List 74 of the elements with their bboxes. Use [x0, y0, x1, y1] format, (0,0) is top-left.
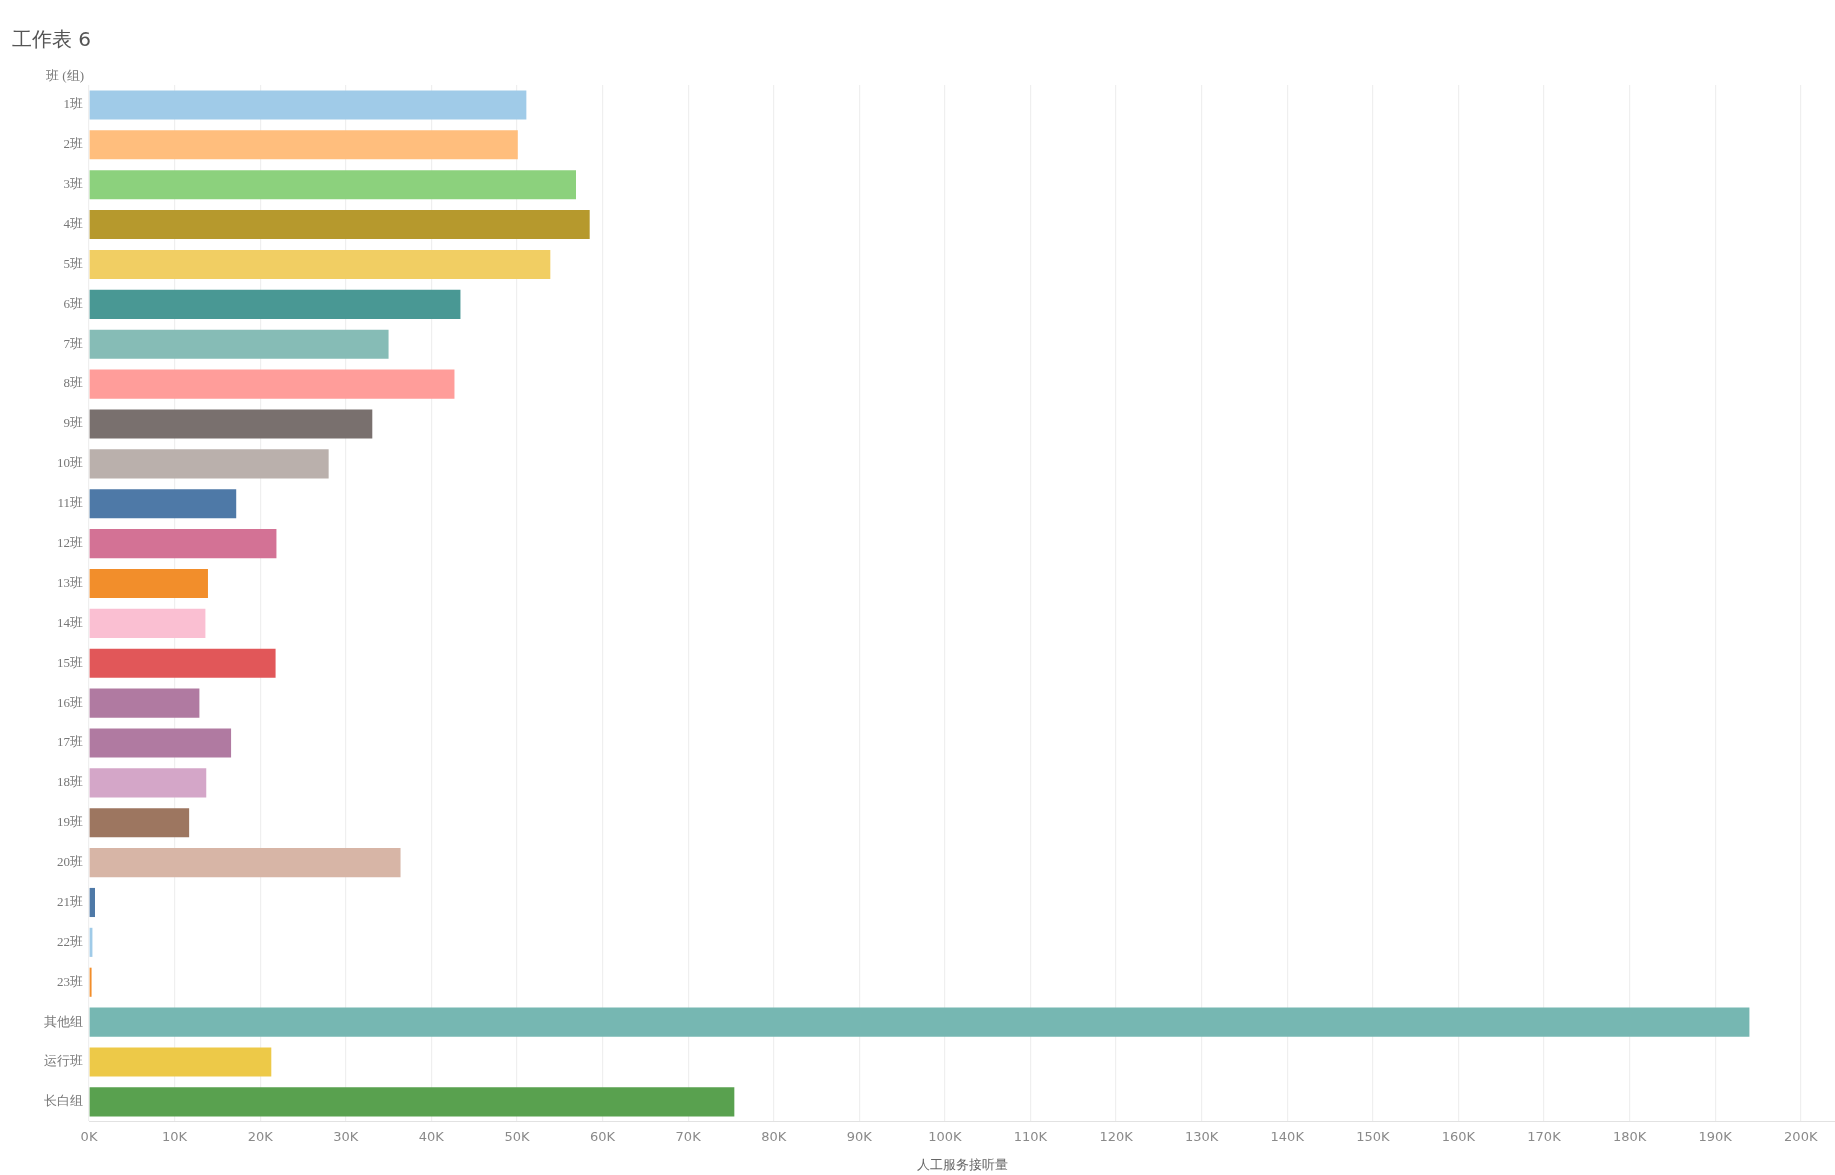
y-tick-label: 2班 [63, 136, 83, 152]
bar [89, 529, 277, 559]
x-tick-label: 190K [1698, 1128, 1733, 1144]
x-tick-label: 50K [504, 1128, 530, 1144]
y-tick-label: 9班 [63, 415, 83, 431]
x-tick-label: 70K [675, 1128, 702, 1144]
bar [89, 90, 527, 120]
y-tick-label: 20班 [57, 854, 83, 870]
y-tick-label: 长白组 [44, 1093, 83, 1109]
x-tick-label: 40K [418, 1128, 445, 1144]
bar [89, 568, 208, 599]
x-tick-label: 0K [80, 1128, 98, 1144]
bar [89, 688, 200, 718]
y-tick-label: 10班 [57, 455, 83, 471]
y-tick-label: 16班 [57, 694, 83, 710]
bar [89, 329, 389, 359]
bar [89, 489, 237, 519]
x-tick-label: 90K [846, 1128, 873, 1144]
x-axis-title: 人工服务接听量 [916, 1156, 1008, 1172]
x-tick-label: 150K [1356, 1128, 1390, 1144]
y-tick-label: 7班 [63, 335, 83, 351]
bar [89, 369, 455, 399]
x-tick-label: 200K [1784, 1128, 1818, 1144]
y-tick-label: 17班 [57, 734, 83, 750]
x-tick-label: 120K [1099, 1128, 1134, 1144]
y-tick-label: 13班 [57, 574, 83, 590]
y-axis-title: 班 (组) [45, 67, 84, 85]
bar [89, 608, 206, 638]
bar [89, 249, 551, 279]
bar [89, 887, 95, 918]
bar [89, 648, 276, 678]
y-tick-label: 11班 [57, 495, 83, 511]
y-tick-label: 18班 [57, 774, 83, 790]
x-tick-label: 20K [247, 1128, 274, 1144]
bar [89, 210, 590, 240]
y-tick-label: 1班 [63, 96, 83, 112]
x-tick-label: 140K [1270, 1128, 1305, 1144]
y-tick-label: 21班 [57, 893, 83, 909]
x-tick-label: 60K [589, 1128, 616, 1144]
y-tick-label: 15班 [57, 654, 83, 670]
bar [89, 449, 329, 479]
x-tick-label: 100K [928, 1128, 963, 1144]
y-tick-label: 8班 [63, 375, 83, 391]
bar [89, 848, 401, 878]
bar [89, 1047, 272, 1077]
bar [89, 170, 576, 200]
bar [89, 768, 207, 798]
x-tick-label: 30K [333, 1128, 359, 1144]
x-tick-label: 170K [1527, 1128, 1562, 1144]
chart-title: 工作表 6 [12, 26, 92, 53]
y-tick-label: 5班 [63, 255, 83, 271]
y-tick-label: 14班 [57, 614, 83, 630]
y-tick-label: 4班 [63, 215, 83, 231]
y-tick-label: 其他组 [44, 1013, 83, 1029]
y-tick-label: 22班 [57, 933, 83, 949]
x-tick-label: 160K [1441, 1128, 1476, 1144]
x-tick-label: 130K [1184, 1128, 1219, 1144]
bar [89, 1087, 735, 1117]
y-tick-label: 6班 [63, 295, 83, 311]
x-tick-label: 110K [1013, 1128, 1048, 1144]
y-tick-label: 23班 [57, 973, 83, 989]
bar [89, 130, 518, 160]
bar [89, 409, 373, 439]
y-tick-label: 19班 [57, 814, 83, 830]
y-tick-label: 3班 [63, 176, 83, 192]
y-tick-label: 运行班 [44, 1053, 83, 1069]
bar [89, 808, 190, 838]
bar [89, 1007, 1750, 1037]
x-tick-label: 80K [761, 1128, 787, 1144]
x-tick-label: 10K [162, 1128, 188, 1144]
bar [89, 289, 461, 319]
bar [89, 728, 232, 758]
y-tick-label: 12班 [57, 535, 83, 551]
x-tick-label: 180K [1612, 1128, 1647, 1144]
